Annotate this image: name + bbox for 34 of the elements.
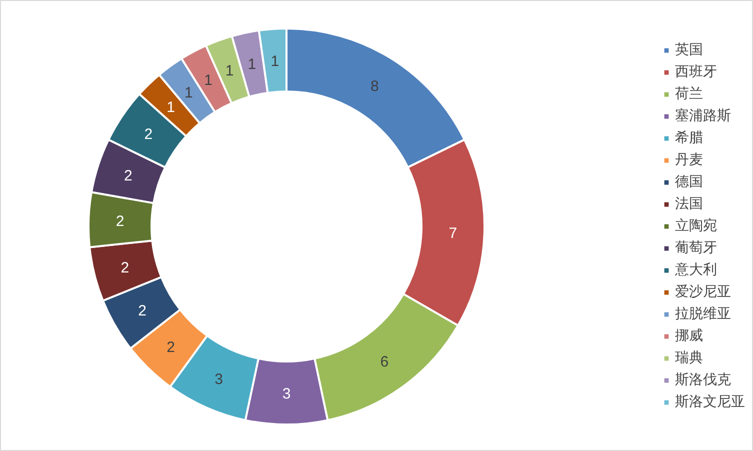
data-label: 3 [214, 371, 223, 388]
data-label: 6 [380, 354, 389, 371]
legend-label: 立陶宛 [675, 216, 717, 236]
data-label: 2 [166, 338, 176, 356]
legend-label: 瑞典 [675, 348, 703, 368]
legend-label: 葡萄牙 [675, 238, 717, 258]
data-label: 2 [120, 259, 130, 276]
legend-label: 德国 [675, 172, 703, 192]
legend-label: 荷兰 [675, 84, 703, 104]
data-label: 7 [448, 224, 458, 242]
data-label: 2 [144, 126, 153, 143]
legend-label: 西班牙 [675, 62, 717, 82]
data-label: 3 [282, 386, 291, 402]
legend-label: 斯洛伐克 [675, 370, 731, 390]
data-label: 8 [370, 78, 379, 95]
legend-label: 塞浦路斯 [675, 106, 731, 126]
data-label: 2 [124, 168, 132, 185]
data-label: 2 [116, 213, 124, 230]
data-label: 1 [184, 84, 193, 102]
legend-label: 斯洛文尼亚 [675, 392, 745, 412]
legend-label: 丹麦 [675, 150, 703, 170]
legend-label: 爱沙尼亚 [675, 282, 731, 302]
legend-label: 法国 [675, 194, 703, 214]
data-label: 1 [270, 52, 280, 70]
data-label: 1 [225, 62, 234, 80]
legend-label: 拉脱维亚 [675, 304, 731, 324]
data-label: 2 [138, 302, 146, 320]
data-label: 1 [248, 56, 256, 74]
legend-label: 挪威 [675, 326, 703, 346]
legend-label: 希腊 [675, 128, 703, 148]
data-label: 1 [204, 72, 213, 89]
data-label: 1 [166, 99, 176, 116]
legend-label: 英国 [675, 40, 703, 60]
legend-label: 意大利 [675, 260, 717, 280]
